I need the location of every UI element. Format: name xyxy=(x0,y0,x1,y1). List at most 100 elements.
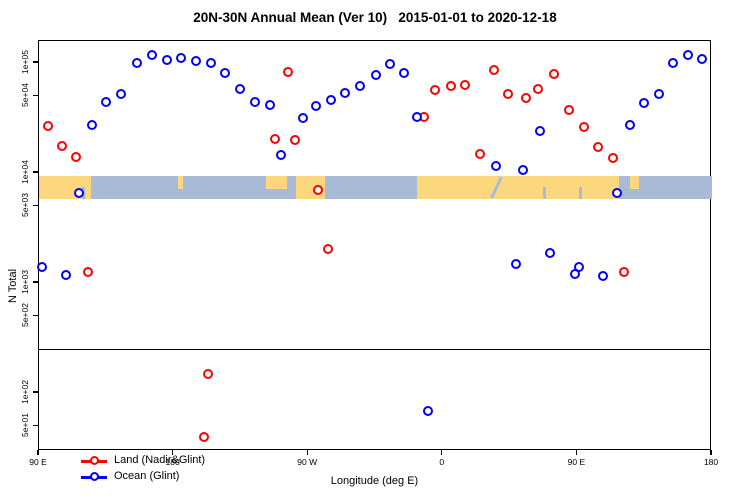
land-data-point xyxy=(57,140,68,151)
x-axis-tick-label: 90 E xyxy=(567,457,586,467)
ocean-data-point xyxy=(250,97,261,107)
ocean-data-point xyxy=(101,97,111,107)
land-segment xyxy=(629,176,639,189)
ocean-data-point xyxy=(545,248,556,259)
y-axis-tick-label: 5e+02 xyxy=(20,303,30,328)
x-axis-tick xyxy=(172,450,174,455)
ocean-data-point xyxy=(683,50,694,61)
ocean-data-point xyxy=(412,111,423,122)
ocean-data-point xyxy=(73,187,84,198)
land-data-point xyxy=(608,152,619,163)
ocean-data-point xyxy=(668,58,679,68)
land-segment xyxy=(178,176,183,189)
ocean-data-point xyxy=(162,55,173,66)
legend-label-land: Land (Nadir&Glint) xyxy=(114,454,206,466)
ocean-data-point xyxy=(574,261,585,272)
ocean-data-point xyxy=(535,125,545,136)
ocean-data-point xyxy=(205,58,216,68)
y-axis-tick xyxy=(33,391,38,393)
land-data-point xyxy=(42,121,53,132)
land-data-point xyxy=(70,151,81,162)
y-axis-tick xyxy=(33,171,38,173)
plot-area: N Total Land (Nadir&Glint) Ocean (Glint) xyxy=(7,40,712,482)
land-segment xyxy=(417,176,620,199)
y-axis-tick xyxy=(33,94,38,96)
x-axis-tick xyxy=(575,450,577,455)
ocean-data-point xyxy=(265,100,276,110)
ocean-data-point xyxy=(176,53,187,63)
x-axis-tick xyxy=(37,450,39,455)
y-axis-tick-label: 5e+01 xyxy=(20,413,30,438)
ocean-data-point xyxy=(191,56,202,67)
y-axis-tick-label: 5e+04 xyxy=(20,83,30,108)
ocean-data-point xyxy=(60,270,71,281)
land-data-point xyxy=(269,133,280,144)
chart-legend: Land (Nadir&Glint) Ocean (Glint) xyxy=(81,453,251,485)
ocean-data-point xyxy=(422,406,433,417)
ocean-data-point xyxy=(298,113,309,124)
y-axis-tick-label: 1e+02 xyxy=(20,380,30,404)
ocean-data-point xyxy=(385,59,395,69)
ocean-data-point xyxy=(491,160,502,171)
ocean-data-point xyxy=(697,54,708,65)
y-axis-tick-label: 1e+05 xyxy=(20,50,30,74)
legend-marker-land xyxy=(90,456,99,465)
ocean-data-point xyxy=(220,68,231,78)
land-data-point xyxy=(283,67,293,78)
legend-marker-ocean xyxy=(90,472,99,481)
y-axis-label: N Total xyxy=(7,268,19,304)
land-data-point xyxy=(446,80,457,91)
y-axis-tick xyxy=(33,314,38,316)
land-data-point xyxy=(290,134,301,145)
x-axis-tick xyxy=(441,450,443,455)
land-data-point xyxy=(593,142,604,153)
x-axis-tick-label: 90 W xyxy=(297,457,318,467)
ocean-data-point xyxy=(115,89,126,100)
legend-label-ocean: Ocean (Glint) xyxy=(114,470,180,482)
x-axis-tick-label: 180 xyxy=(703,457,719,467)
ocean-data-point xyxy=(311,101,322,112)
ocean-data-point xyxy=(131,58,142,68)
chart-title: 20N-30N Annual Mean (Ver 10) 2015-01-01 … xyxy=(193,10,557,25)
ocean-data-point xyxy=(639,97,650,108)
ocean-data-point xyxy=(340,88,351,99)
x-axis-label: Longitude (deg E) xyxy=(330,475,419,487)
y-axis-tick-label: 5e+03 xyxy=(20,193,30,218)
land-data-point xyxy=(579,121,590,132)
land-data-point xyxy=(521,92,532,103)
x-axis-tick xyxy=(710,450,712,455)
land-data-point xyxy=(430,85,441,96)
ocean-data-point xyxy=(235,84,245,95)
land-segment xyxy=(266,176,288,189)
x-axis-tick-label: 90 E xyxy=(29,457,47,467)
ocean-data-point xyxy=(612,187,623,198)
land-data-point xyxy=(313,185,324,196)
y-axis-tick xyxy=(33,281,38,283)
land-data-point xyxy=(475,148,486,159)
land-data-point xyxy=(549,69,560,80)
land-data-point xyxy=(564,104,575,115)
ocean-data-point xyxy=(355,80,366,91)
ocean-data-point xyxy=(36,261,47,272)
x-axis-tick-label: 180 xyxy=(165,457,180,467)
ocean-data-point xyxy=(147,50,158,61)
land-data-point xyxy=(489,64,500,75)
land-data-point xyxy=(503,89,513,100)
x-axis-tick-label: 0 xyxy=(439,457,445,467)
land-data-point xyxy=(83,266,94,277)
x-axis-tick xyxy=(306,450,308,455)
ocean-data-point xyxy=(598,270,609,281)
ocean-data-point xyxy=(518,165,529,176)
ocean-data-point xyxy=(371,69,382,80)
divider-line xyxy=(39,349,710,351)
land-data-point xyxy=(460,79,471,90)
land-data-point xyxy=(202,368,213,379)
land-data-point xyxy=(322,243,333,254)
water-notch xyxy=(542,187,546,199)
y-axis-tick-label: 1e+04 xyxy=(20,160,30,184)
ocean-data-point xyxy=(511,258,522,269)
land-data-point xyxy=(533,84,544,95)
land-data-point xyxy=(198,431,209,442)
world-map-band xyxy=(39,176,712,199)
